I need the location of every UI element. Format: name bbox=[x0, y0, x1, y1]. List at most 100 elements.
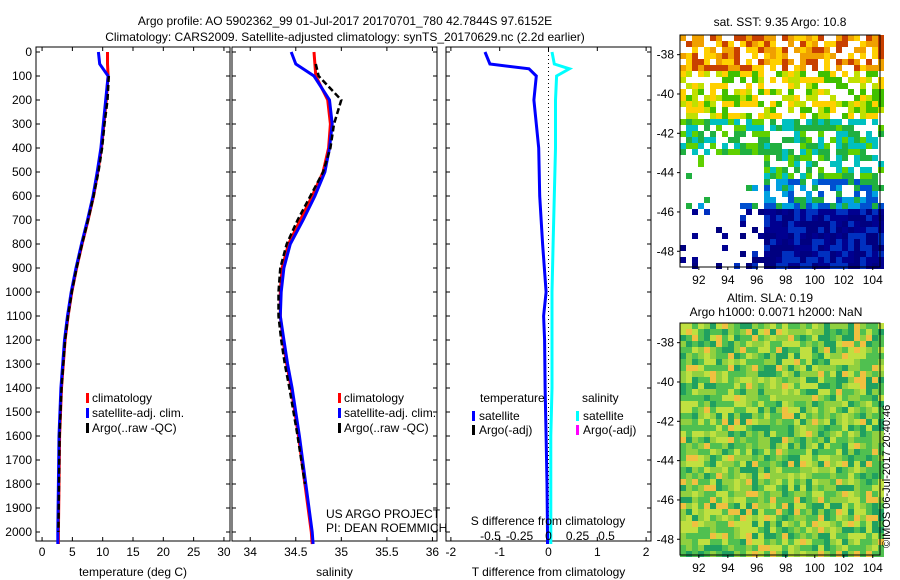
map-cell bbox=[866, 443, 872, 449]
map-cell bbox=[794, 395, 800, 401]
map-cell bbox=[728, 377, 734, 383]
map-cell bbox=[722, 245, 728, 251]
map-cell bbox=[752, 359, 758, 365]
map-cell bbox=[752, 419, 758, 425]
map-cell bbox=[716, 407, 722, 413]
map-cell bbox=[758, 143, 764, 149]
map-cell bbox=[758, 479, 764, 485]
map-cell bbox=[848, 383, 854, 389]
map-cell bbox=[836, 383, 842, 389]
map-cell bbox=[716, 509, 722, 515]
map-cell bbox=[824, 353, 830, 359]
map-cell bbox=[818, 179, 824, 185]
map-cell bbox=[752, 509, 758, 515]
map-cell bbox=[776, 239, 782, 245]
map-cell bbox=[704, 479, 710, 485]
map-cell bbox=[872, 215, 878, 221]
map-cell bbox=[698, 467, 704, 473]
map-cell bbox=[794, 431, 800, 437]
map-cell bbox=[866, 341, 872, 347]
legend-label: Argo(..raw -QC) bbox=[92, 421, 177, 435]
map-cell bbox=[740, 461, 746, 467]
map-cell bbox=[776, 203, 782, 209]
map-cell bbox=[716, 431, 722, 437]
map-cell bbox=[734, 509, 740, 515]
map-cell bbox=[842, 155, 848, 161]
map-cell bbox=[800, 401, 806, 407]
map-cell bbox=[782, 413, 788, 419]
map-cell bbox=[710, 89, 716, 95]
map-cell bbox=[836, 515, 842, 521]
map-cell bbox=[716, 35, 722, 41]
map-cell bbox=[878, 215, 884, 221]
map-cell bbox=[860, 227, 866, 233]
map-cell bbox=[800, 503, 806, 509]
map-cell bbox=[686, 131, 692, 137]
map-cell bbox=[710, 83, 716, 89]
map-cell bbox=[728, 407, 734, 413]
map-cell bbox=[770, 509, 776, 515]
map-cell bbox=[854, 65, 860, 71]
map-cell bbox=[782, 233, 788, 239]
map-cell bbox=[800, 419, 806, 425]
map-cell bbox=[794, 497, 800, 503]
map-cell bbox=[866, 461, 872, 467]
map-cell bbox=[830, 101, 836, 107]
map-cell bbox=[878, 239, 884, 245]
legend-title-salinity: salinity bbox=[582, 391, 619, 405]
map-cell bbox=[734, 425, 740, 431]
map-cell bbox=[728, 533, 734, 539]
y-tick-label: 100 bbox=[12, 69, 32, 83]
map-cell bbox=[824, 347, 830, 353]
map-cell bbox=[782, 53, 788, 59]
map-cell bbox=[854, 377, 860, 383]
map-cell bbox=[824, 209, 830, 215]
map-cell bbox=[872, 431, 878, 437]
map-cell bbox=[794, 491, 800, 497]
map-cell bbox=[878, 185, 884, 191]
map-cell bbox=[734, 113, 740, 119]
map-cell bbox=[698, 41, 704, 47]
map-cell bbox=[854, 365, 860, 371]
x-tick-label: 20 bbox=[157, 545, 171, 559]
map-cell bbox=[752, 65, 758, 71]
map-cell bbox=[812, 407, 818, 413]
lon-tick-label: 98 bbox=[779, 273, 793, 287]
map-cell bbox=[806, 257, 812, 263]
map-cell bbox=[836, 353, 842, 359]
map-cell bbox=[788, 215, 794, 221]
map-cell bbox=[764, 443, 770, 449]
map-cell bbox=[854, 341, 860, 347]
map-cell bbox=[842, 395, 848, 401]
map-cell bbox=[764, 341, 770, 347]
map-cell bbox=[788, 389, 794, 395]
map-cell bbox=[770, 263, 776, 269]
map-cell bbox=[680, 425, 686, 431]
map-cell bbox=[758, 551, 764, 557]
map-cell bbox=[878, 89, 884, 95]
map-cell bbox=[860, 515, 866, 521]
map-cell bbox=[812, 113, 818, 119]
map-cell bbox=[806, 473, 812, 479]
map-cell bbox=[782, 461, 788, 467]
map-cell bbox=[842, 359, 848, 365]
map-cell bbox=[800, 179, 806, 185]
map-cell bbox=[782, 257, 788, 263]
map-cell bbox=[740, 545, 746, 551]
map-cell bbox=[824, 119, 830, 125]
map-cell bbox=[698, 407, 704, 413]
map-cell bbox=[764, 401, 770, 407]
map-cell bbox=[818, 497, 824, 503]
map-cell bbox=[788, 83, 794, 89]
map-cell bbox=[872, 185, 878, 191]
map-cell bbox=[686, 329, 692, 335]
map-cell bbox=[866, 407, 872, 413]
legend-swatch bbox=[576, 411, 579, 421]
map-cell bbox=[836, 371, 842, 377]
map-cell bbox=[704, 461, 710, 467]
map-cell bbox=[848, 509, 854, 515]
map-cell bbox=[752, 371, 758, 377]
map-cell bbox=[746, 329, 752, 335]
map-cell bbox=[824, 545, 830, 551]
map-cell bbox=[680, 419, 686, 425]
